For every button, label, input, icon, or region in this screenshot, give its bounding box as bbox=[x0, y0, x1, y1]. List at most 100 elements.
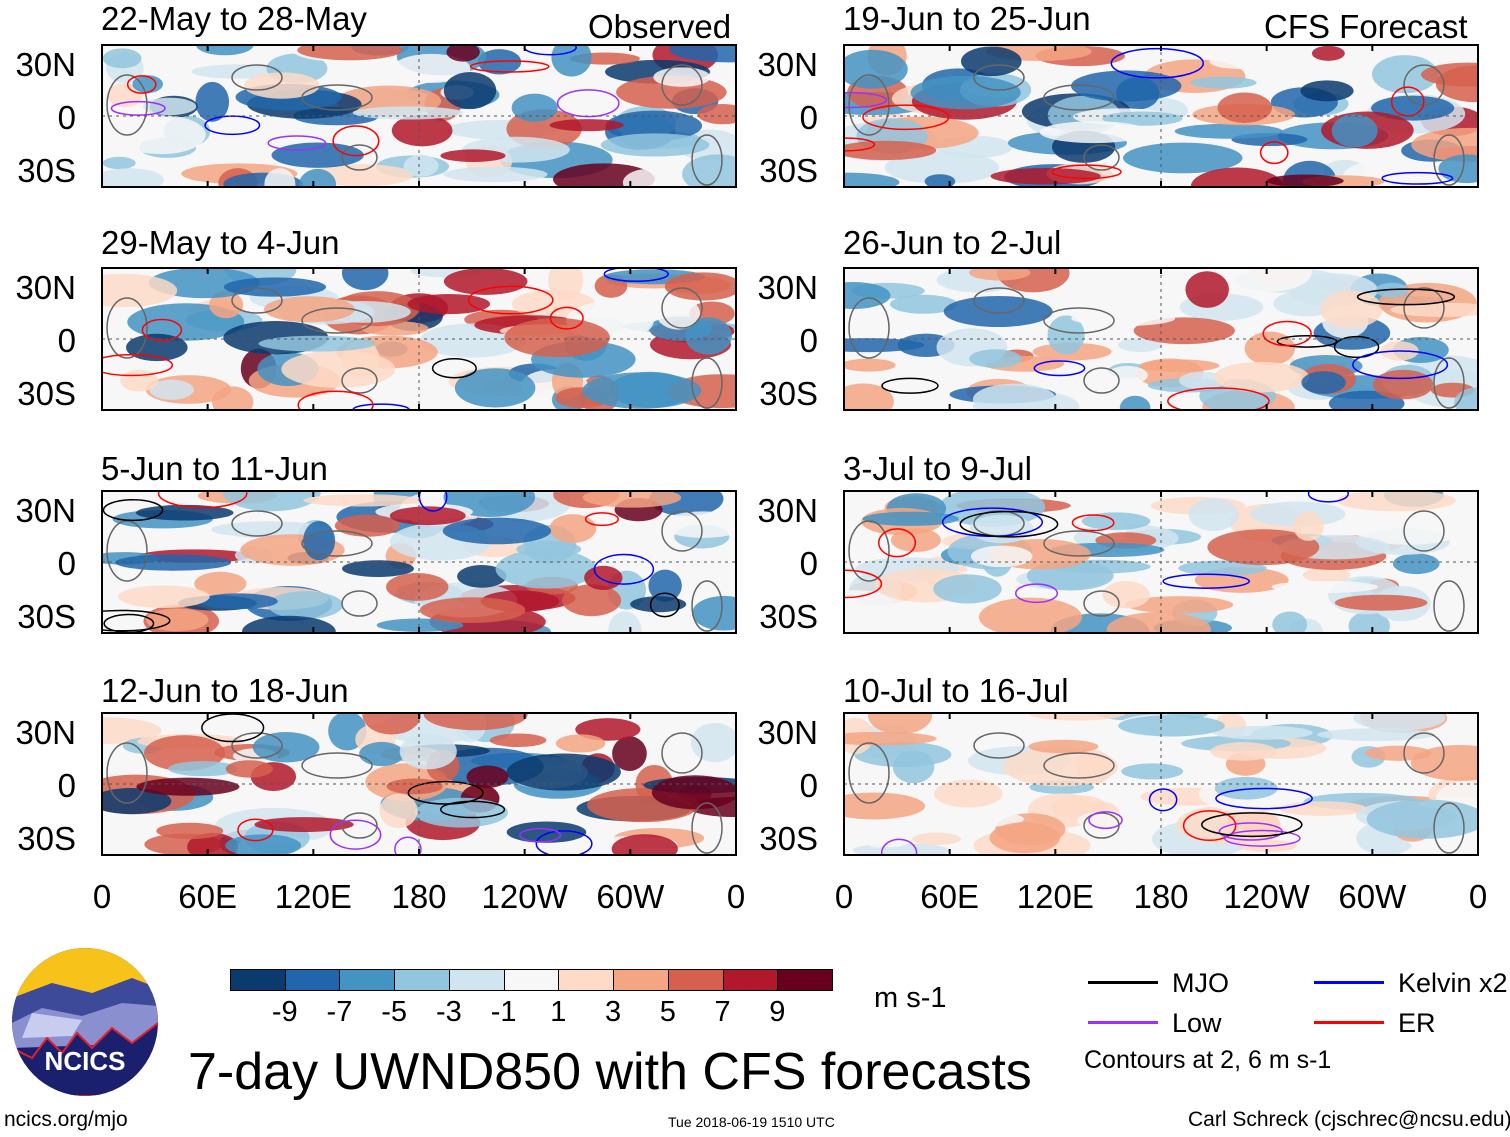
wave-contour bbox=[603, 268, 669, 282]
wind-anomaly-patch bbox=[584, 565, 623, 590]
colorbar-label: -1 bbox=[490, 996, 517, 1028]
wind-anomaly-patch bbox=[943, 296, 1053, 328]
wave-contour bbox=[329, 819, 382, 850]
panel-title: 3-Jul to 9-Jul bbox=[843, 450, 1032, 487]
wind-anomaly-patch bbox=[495, 549, 597, 589]
wind-anomaly-patch bbox=[669, 45, 736, 63]
figure-title: 7-day UWND850 with CFS forecasts bbox=[188, 1043, 1032, 1101]
wind-anomaly-patch bbox=[258, 335, 376, 352]
wind-anomaly-patch bbox=[1174, 123, 1283, 139]
coastline bbox=[341, 812, 378, 839]
wave-contour bbox=[1276, 334, 1338, 348]
coastline bbox=[1433, 357, 1465, 409]
lat-tick-label: 30S bbox=[17, 598, 76, 635]
lat-tick-label: 0 bbox=[799, 767, 818, 804]
lon-tick-label: 0 bbox=[1468, 878, 1488, 915]
wind-anomaly-patch bbox=[254, 817, 354, 832]
wind-anomaly-patch bbox=[1179, 371, 1226, 390]
colorbar-swatch bbox=[722, 969, 779, 991]
wind-anomaly-patch bbox=[199, 593, 278, 610]
wind-anomaly-patch bbox=[1190, 167, 1284, 187]
wind-anomaly-patch bbox=[419, 597, 526, 623]
wind-anomaly-patch bbox=[1317, 728, 1435, 741]
colorbar-swatch bbox=[613, 969, 669, 991]
colorbar-swatch bbox=[503, 969, 560, 991]
lon-tick-label: 0 bbox=[726, 878, 746, 915]
wave-contour bbox=[1333, 335, 1380, 359]
wind-anomaly-patch bbox=[1188, 498, 1239, 531]
wave-contour bbox=[519, 827, 562, 843]
colorbar-swatch bbox=[230, 969, 286, 991]
coastline bbox=[231, 732, 283, 759]
wind-anomaly-patch bbox=[391, 114, 453, 147]
colorbar-swatch bbox=[448, 969, 505, 991]
wind-anomaly-patch bbox=[1353, 513, 1465, 545]
wind-anomaly-patch bbox=[1084, 718, 1125, 737]
wind-anomaly-patch bbox=[225, 760, 273, 778]
colorbar-units: m s-1 bbox=[874, 982, 947, 1014]
wind-anomaly-patch bbox=[582, 372, 702, 409]
wind-anomaly-patch bbox=[446, 45, 480, 62]
wave-contour bbox=[535, 830, 593, 855]
colorbar-label: -3 bbox=[436, 996, 462, 1028]
panel-title: 26-Jun to 2-Jul bbox=[843, 224, 1062, 261]
lat-tick-label: 30N bbox=[15, 714, 76, 751]
wind-anomaly-patch bbox=[135, 504, 234, 521]
wave-contour bbox=[1110, 47, 1204, 79]
coastline bbox=[661, 64, 703, 106]
wave-contour bbox=[267, 135, 327, 151]
wind-anomaly-patch bbox=[961, 46, 1022, 77]
wind-anomaly-patch bbox=[1331, 114, 1378, 148]
wind-anomaly-patch bbox=[341, 560, 414, 578]
colorbar-label: -9 bbox=[271, 996, 298, 1028]
wave-contour bbox=[1390, 86, 1425, 117]
legend-line bbox=[1088, 981, 1158, 984]
wave-contour bbox=[1307, 491, 1349, 503]
wind-anomaly-patch bbox=[1071, 491, 1184, 518]
wind-anomaly-patch bbox=[379, 793, 418, 829]
lat-tick-label: 30N bbox=[757, 46, 818, 83]
wind-anomaly-patch bbox=[1123, 142, 1243, 174]
wind-anomaly-patch bbox=[622, 168, 677, 187]
lat-tick-label: 30N bbox=[757, 714, 818, 751]
lat-tick-label: 30N bbox=[757, 269, 818, 306]
legend-label: Kelvin x2 bbox=[1398, 968, 1508, 998]
map-panel bbox=[101, 267, 737, 411]
wind-anomaly-patch bbox=[660, 511, 736, 538]
wave-contour bbox=[1148, 788, 1178, 812]
wind-anomaly-patch bbox=[664, 272, 736, 301]
lon-tick-label: 180 bbox=[391, 878, 447, 915]
wind-anomaly-patch bbox=[969, 349, 1022, 369]
wind-anomaly-patch bbox=[1081, 512, 1151, 531]
lat-tick-label: 0 bbox=[57, 99, 76, 136]
contour-note: Contours at 2, 6 m s-1 bbox=[1084, 1046, 1332, 1074]
wind-anomaly-patch bbox=[600, 133, 710, 157]
wind-anomaly-patch bbox=[1027, 713, 1127, 721]
wave-contour bbox=[877, 528, 917, 558]
wind-anomaly-patch bbox=[1185, 271, 1229, 308]
wave-contour bbox=[102, 498, 164, 522]
wind-anomaly-patch bbox=[209, 291, 244, 319]
wave-contour bbox=[549, 306, 584, 330]
wind-anomaly-patch bbox=[297, 45, 403, 61]
wave-contour bbox=[1182, 810, 1237, 842]
lat-tick-label: 30S bbox=[759, 152, 818, 189]
lat-tick-label: 30N bbox=[15, 492, 76, 529]
wind-anomaly-patch bbox=[454, 368, 536, 408]
wind-anomaly-patch bbox=[225, 834, 302, 855]
footer-url[interactable]: ncics.org/mjo bbox=[4, 1108, 128, 1131]
wind-anomaly-patch bbox=[1319, 290, 1383, 329]
wind-anomaly-patch bbox=[862, 511, 959, 526]
wind-anomaly-patch bbox=[865, 818, 917, 848]
wave-contour bbox=[649, 592, 680, 618]
wind-anomaly-patch bbox=[1047, 315, 1085, 355]
wind-anomaly-patch bbox=[910, 75, 1021, 110]
wind-anomaly-patch bbox=[1336, 491, 1456, 512]
map-panel bbox=[101, 712, 737, 856]
colorbar-swatch bbox=[284, 969, 341, 991]
wind-anomaly-patch bbox=[1102, 111, 1183, 126]
colorbar-swatch bbox=[777, 969, 833, 991]
map-panel bbox=[843, 712, 1479, 856]
wind-anomaly-patch bbox=[142, 97, 197, 116]
